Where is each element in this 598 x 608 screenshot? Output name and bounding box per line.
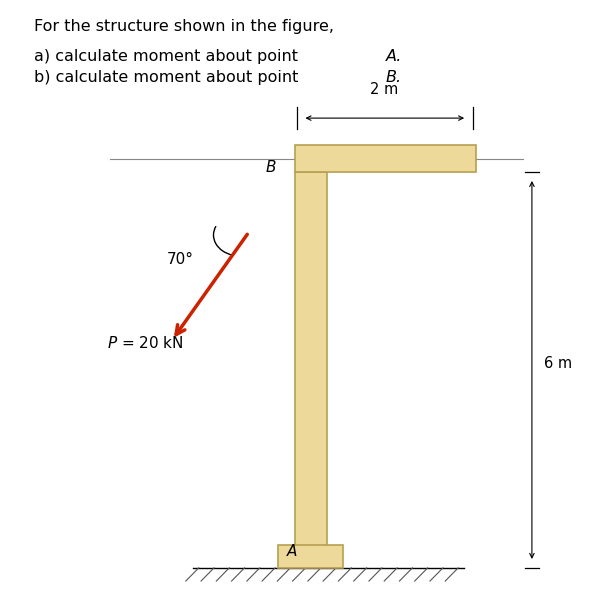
Text: $P$ = 20 kN: $P$ = 20 kN <box>108 335 184 351</box>
Text: $A$: $A$ <box>286 543 298 559</box>
Bar <box>295 145 476 172</box>
Text: b) calculate moment about point: b) calculate moment about point <box>33 70 303 85</box>
Text: B.: B. <box>386 70 402 85</box>
Text: a) calculate moment about point: a) calculate moment about point <box>33 49 303 64</box>
Bar <box>295 172 327 550</box>
Text: For the structure shown in the figure,: For the structure shown in the figure, <box>33 19 334 34</box>
Bar <box>278 545 343 568</box>
Text: A.: A. <box>386 49 402 64</box>
Text: 2 m: 2 m <box>370 82 399 97</box>
Text: $B$: $B$ <box>266 159 277 175</box>
Text: 6 m: 6 m <box>544 356 572 371</box>
Text: 70°: 70° <box>166 252 193 266</box>
